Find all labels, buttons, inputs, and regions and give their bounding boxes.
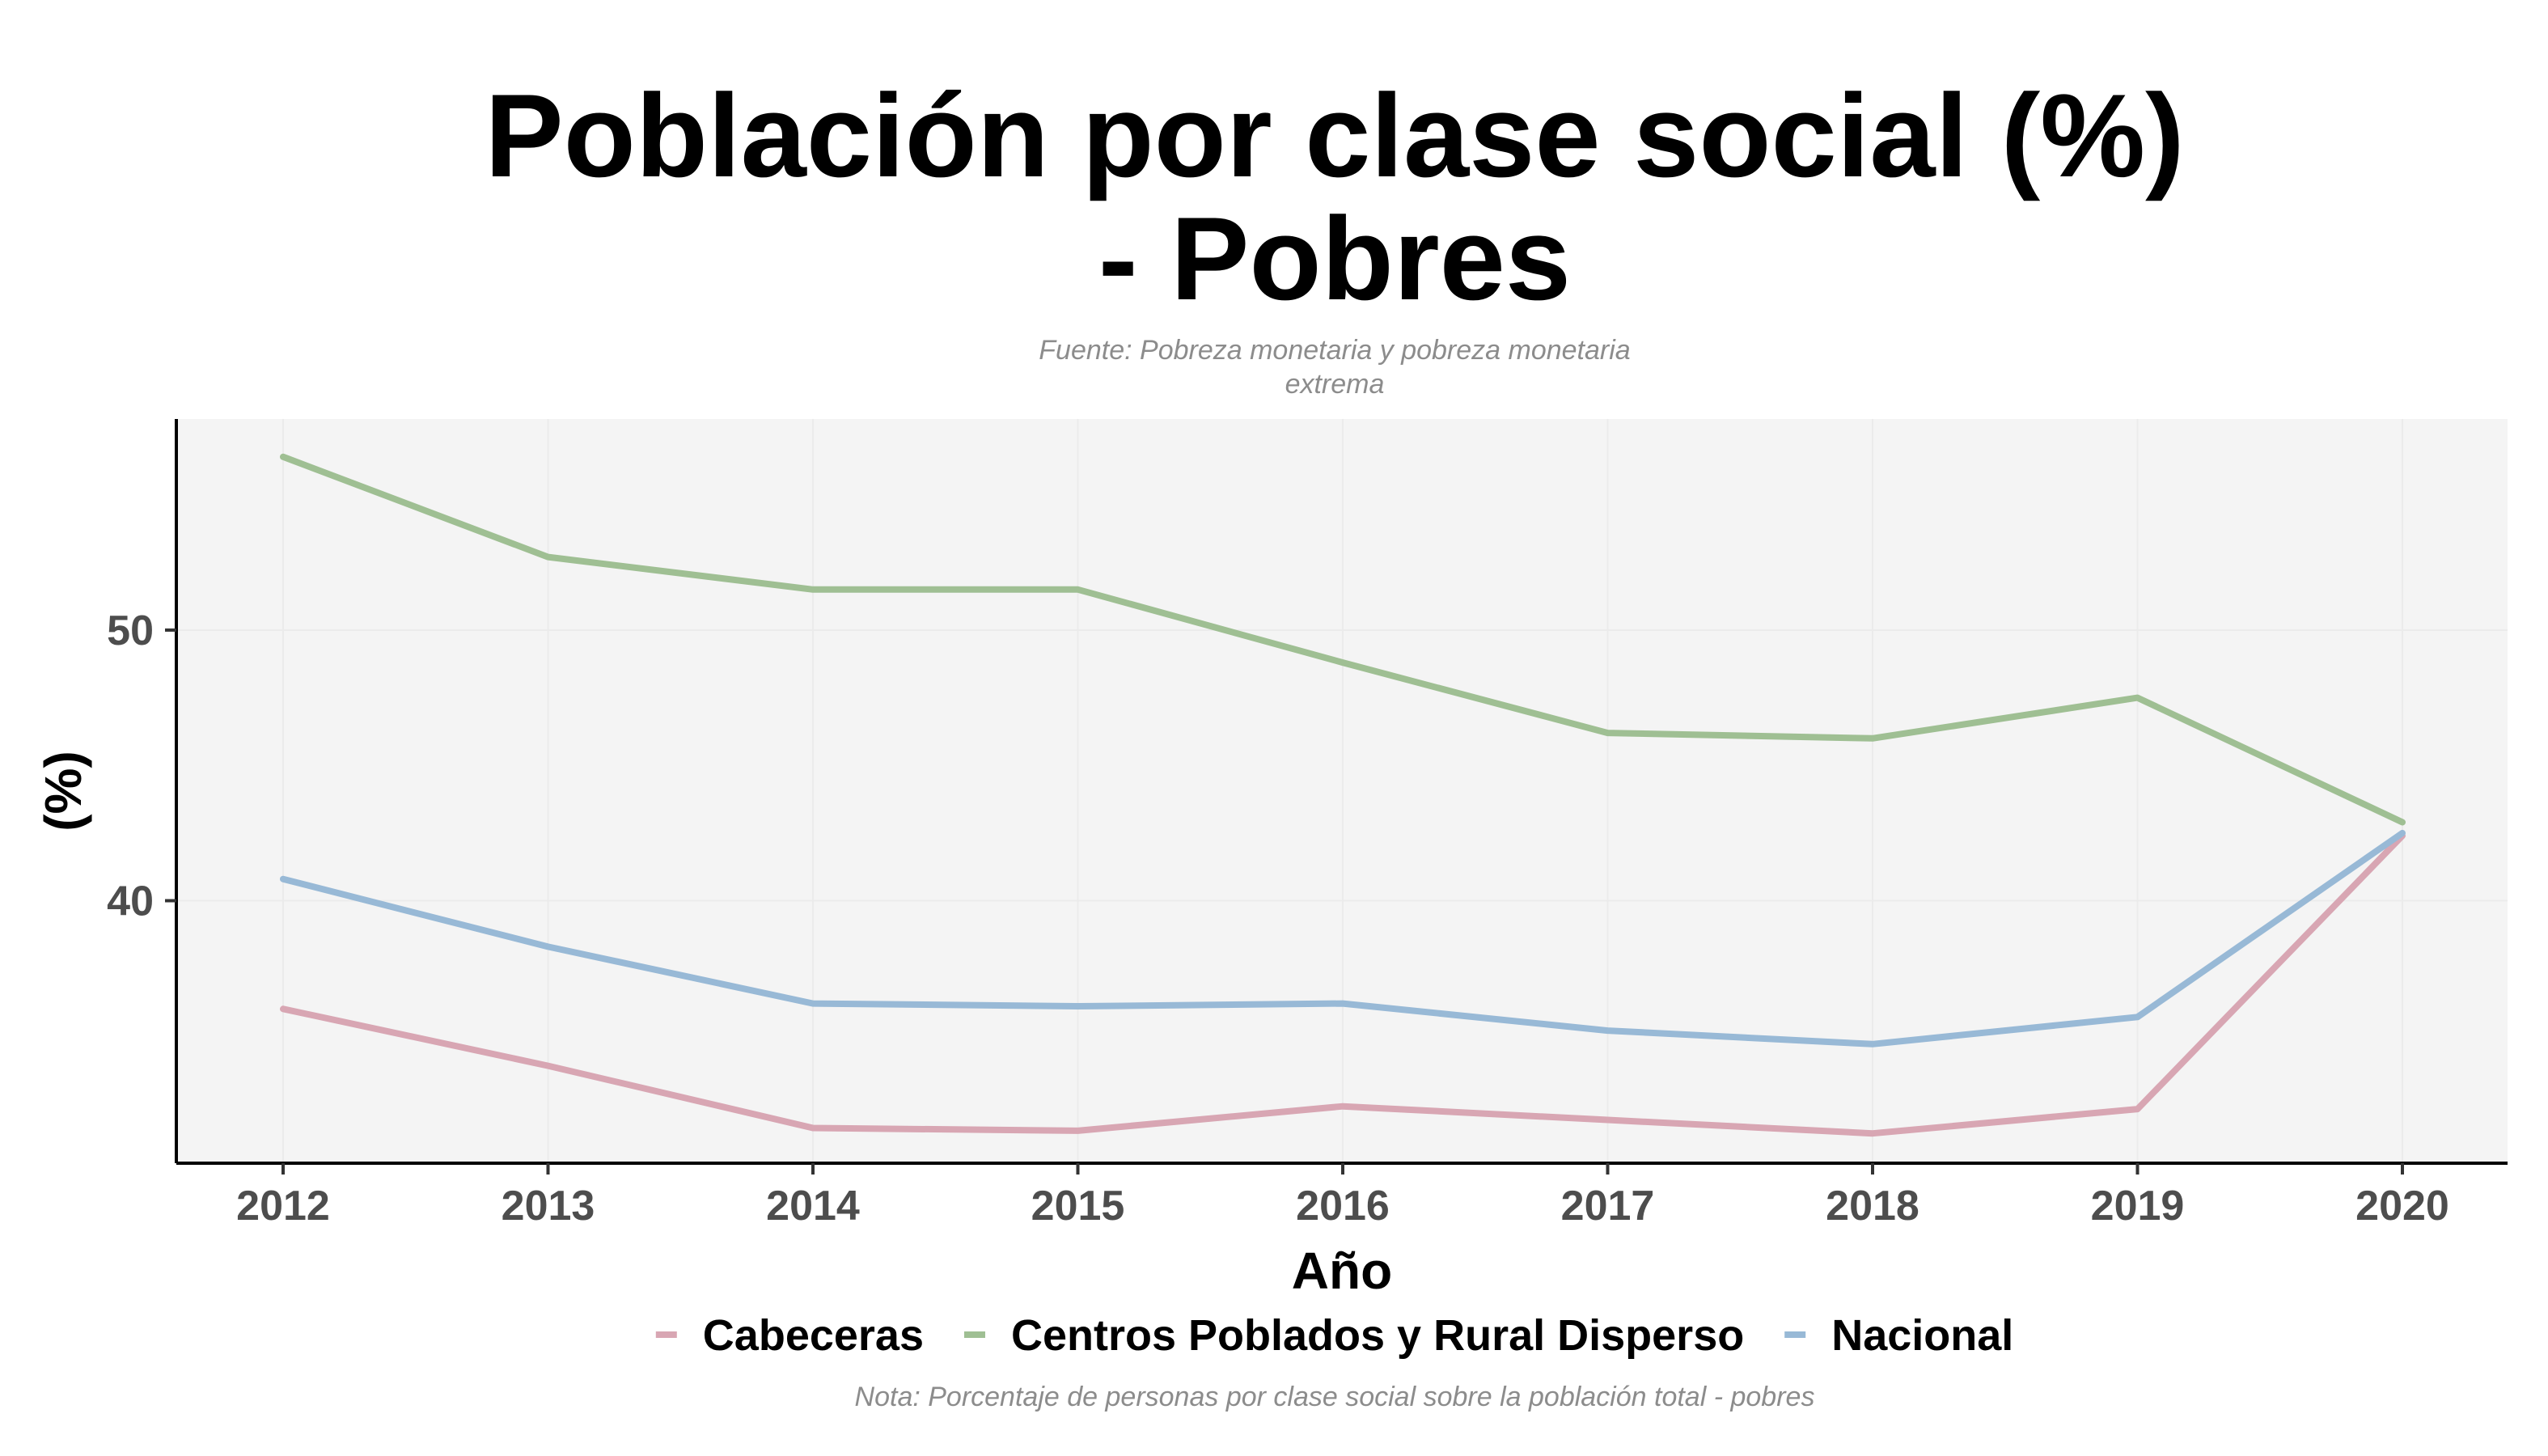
chart-title-line-1: Población por clase social (%)	[485, 70, 2184, 201]
series-line-1	[280, 832, 2406, 1137]
x-tick-label: 2019	[2091, 1183, 2185, 1230]
x-tick-label: 2015	[1031, 1183, 1125, 1230]
x-tick-label: 2017	[1561, 1183, 1655, 1230]
legend-item: Cabeceras	[655, 1311, 924, 1360]
y-tick-label: 40	[107, 878, 154, 925]
x-tick-label: 2012	[236, 1183, 330, 1230]
x-axis-title: Año	[1292, 1242, 1392, 1300]
legend-label: Cabeceras	[703, 1311, 924, 1360]
x-tick-label: 2016	[1296, 1183, 1390, 1230]
chart-caption: Nota: Porcentaje de personas por clase s…	[855, 1382, 1815, 1412]
legend-label: Nacional	[1831, 1311, 2013, 1360]
x-tick-label: 2014	[766, 1183, 860, 1230]
legend-item: Nacional	[1784, 1311, 2013, 1360]
y-tick-label: 50	[107, 607, 154, 654]
series-line-3	[280, 829, 2406, 1048]
series-line-2	[280, 453, 2406, 826]
legend-label: Centros Poblados y Rural Disperso	[1011, 1311, 1744, 1360]
x-tick-label: 2018	[1826, 1183, 1919, 1230]
y-axis-ticks: 40 50	[107, 607, 176, 925]
legend-item: Centros Poblados y Rural Disperso	[964, 1311, 1744, 1360]
series-lines	[280, 453, 2406, 1137]
chart-subtitle-line-1: Fuente: Pobreza monetaria y pobreza mone…	[1039, 335, 1630, 366]
x-tick-label: 2020	[2355, 1183, 2449, 1230]
legend: Cabeceras Centros Poblados y Rural Disper…	[655, 1311, 2013, 1360]
x-tick-label: 2013	[502, 1183, 595, 1230]
x-axis-ticks: 2012 2013 2014 2015 2016 2017 2018 2019 2020	[236, 1163, 2449, 1230]
chart-subtitle-line-2: extrema	[1285, 369, 1385, 400]
grid-lines	[176, 419, 2508, 1163]
y-axis-title: (%)	[34, 751, 92, 832]
chart-title-line-2: - Pobres	[1098, 193, 1571, 324]
